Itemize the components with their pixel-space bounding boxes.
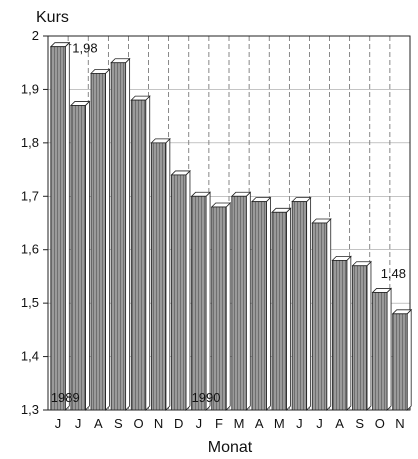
axis-layer: 1,3 1,4 1,5 1,6 1,7 1,8 1,9 2 — [21, 28, 411, 417]
x-tick-label: M — [274, 416, 285, 431]
bar-side — [306, 196, 312, 411]
bar — [130, 99, 147, 411]
bar — [191, 195, 207, 411]
y-tick-label: 1,8 — [21, 135, 39, 150]
x-tick-label: F — [215, 416, 223, 431]
x-tick-label: N — [154, 416, 163, 431]
bar-side — [366, 260, 372, 411]
bar-side — [406, 308, 412, 411]
bar-side — [386, 287, 392, 411]
y-axis-title: Kurs — [36, 9, 69, 26]
x-tick-label: J — [196, 416, 203, 431]
bar — [251, 201, 267, 411]
bar-side — [185, 169, 191, 411]
year-label: 1990 — [192, 390, 221, 405]
bar — [110, 62, 127, 411]
bar — [211, 206, 227, 411]
bar-side — [346, 255, 352, 411]
bar-side — [266, 196, 271, 411]
data-label: 1,98 — [72, 41, 97, 56]
x-tick-label: J — [75, 416, 82, 431]
bar — [291, 201, 308, 411]
bar-layer — [49, 41, 413, 411]
bar — [150, 142, 167, 411]
x-tick-label: D — [174, 416, 183, 431]
bar-side — [165, 137, 171, 411]
data-label: 1,48 — [381, 266, 406, 281]
bar — [392, 313, 408, 411]
x-tick-label: S — [355, 416, 364, 431]
y-tick-label: 1,9 — [21, 81, 39, 96]
year-label: 1989 — [51, 390, 80, 405]
x-tick-label: O — [375, 416, 385, 431]
bar-side — [105, 68, 110, 411]
bar — [90, 73, 106, 411]
x-tick-label: O — [133, 416, 143, 431]
x-tick-label: N — [395, 416, 404, 431]
bar — [171, 174, 187, 411]
x-tick-label: J — [55, 416, 62, 431]
y-tick-label: 2 — [32, 28, 39, 43]
bar-side — [125, 57, 131, 411]
bar-side — [145, 95, 151, 411]
bar-side — [286, 207, 291, 411]
x-tick-label: A — [255, 416, 264, 431]
x-axis-title: Monat — [208, 439, 253, 456]
y-tick-label: 1,4 — [21, 349, 39, 364]
bar-side — [205, 191, 211, 411]
plot-frame — [47, 35, 411, 411]
bar — [70, 105, 86, 411]
bar — [231, 195, 247, 411]
bar-side — [326, 218, 332, 411]
bar — [311, 222, 328, 411]
x-tick-label: J — [316, 416, 323, 431]
y-tick-label: 1,3 — [21, 402, 39, 417]
y-tick-label: 1,7 — [21, 188, 39, 203]
y-tick-label: 1,5 — [21, 295, 39, 310]
bar — [50, 46, 66, 411]
bar — [352, 265, 368, 411]
bar — [372, 292, 388, 411]
x-tick-label: S — [114, 416, 123, 431]
x-tick-label: M — [234, 416, 245, 431]
bar-side — [85, 100, 90, 411]
bar-side — [64, 41, 70, 411]
x-tick-label: J — [296, 416, 303, 431]
x-tick-label: A — [335, 416, 344, 431]
x-tick-label: A — [94, 416, 103, 431]
bar-side — [225, 202, 231, 411]
bar — [331, 259, 348, 411]
bar — [271, 211, 287, 411]
y-tick-label: 1,6 — [21, 242, 39, 257]
bar-side — [245, 191, 251, 411]
